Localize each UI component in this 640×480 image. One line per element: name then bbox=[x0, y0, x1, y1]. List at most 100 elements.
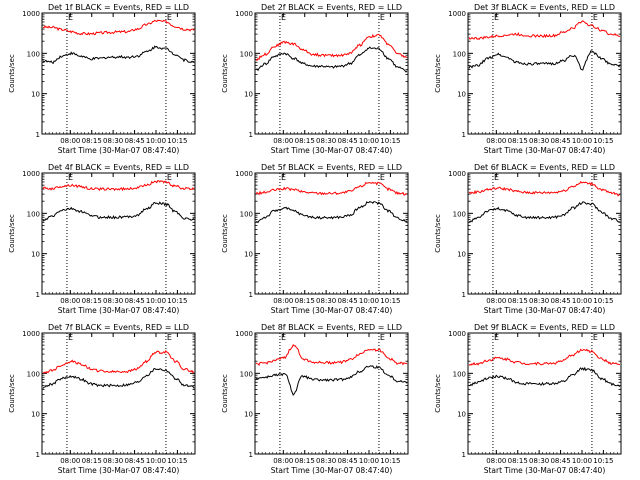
x-tick-label: 10:15 bbox=[167, 457, 187, 465]
x-tick-label: 08:30 bbox=[529, 457, 549, 465]
detector-chart-3: Det 3f BLACK = Events, RED = LLD 1 10 100 10… bbox=[434, 3, 622, 155]
detector-panel-8: Det 8f BLACK = Events, RED = LLD 1 10 100 10… bbox=[213, 320, 426, 480]
lld-rate-line bbox=[255, 181, 408, 196]
chart-title: Det 3f BLACK = Events, RED = LLD bbox=[474, 3, 615, 12]
detector-panel-3: Det 3f BLACK = Events, RED = LLD 1 10 100 10… bbox=[426, 0, 639, 160]
x-tick-label: 08:15 bbox=[508, 297, 528, 305]
event-marker-label: E bbox=[380, 13, 385, 22]
y-tick-label: 1000 bbox=[235, 10, 253, 18]
plot-frame bbox=[41, 332, 196, 455]
event-marker-label: E bbox=[380, 173, 385, 182]
y-tick-label: 10 bbox=[457, 91, 466, 99]
chart-title: Det 5f BLACK = Events, RED = LLD bbox=[261, 163, 402, 172]
x-tick-label: 08:45 bbox=[337, 137, 357, 145]
y-tick-label: 1000 bbox=[448, 330, 466, 338]
y-tick-label: 1 bbox=[249, 291, 253, 299]
plot-frame bbox=[254, 12, 409, 135]
x-tick-label: 10:00 bbox=[359, 297, 379, 305]
y-tick-label: 10 bbox=[244, 251, 253, 259]
x-axis-label: Start Time (30-Mar-07 08:47:40) bbox=[484, 146, 606, 155]
x-tick-label: 08:15 bbox=[508, 137, 528, 145]
detector-panel-7: Det 7f BLACK = Events, RED = LLD 1 10 100 10… bbox=[0, 320, 213, 480]
x-tick-label: 10:00 bbox=[146, 457, 166, 465]
chart-title: Det 7f BLACK = Events, RED = LLD bbox=[48, 323, 189, 332]
x-tick-label: 08:30 bbox=[103, 457, 123, 465]
y-tick-label: 10 bbox=[244, 91, 253, 99]
y-tick-label: 1000 bbox=[235, 330, 253, 338]
lld-rate-line bbox=[468, 20, 621, 40]
plot-frame bbox=[41, 172, 196, 295]
y-axis-label: Counts/sec bbox=[434, 214, 442, 253]
x-tick-label: 10:15 bbox=[380, 137, 400, 145]
y-tick-label: 100 bbox=[240, 50, 253, 58]
x-tick-label: 08:15 bbox=[82, 137, 102, 145]
y-tick-label: 1000 bbox=[22, 10, 40, 18]
y-tick-label: 10 bbox=[244, 411, 253, 419]
y-axis-label: Counts/sec bbox=[221, 54, 229, 93]
x-tick-label: 08:45 bbox=[124, 457, 144, 465]
lld-rate-line bbox=[468, 348, 621, 366]
x-tick-label: 10:00 bbox=[359, 457, 379, 465]
plot-frame bbox=[467, 332, 622, 455]
y-tick-label: 10 bbox=[457, 411, 466, 419]
event-rate-line bbox=[468, 201, 621, 223]
x-tick-label: 08:00 bbox=[273, 297, 293, 305]
x-tick-label: 10:00 bbox=[572, 137, 592, 145]
x-tick-label: 10:00 bbox=[572, 297, 592, 305]
x-tick-label: 08:00 bbox=[486, 297, 506, 305]
y-tick-label: 100 bbox=[27, 50, 40, 58]
x-tick-label: 08:45 bbox=[124, 297, 144, 305]
lld-rate-line bbox=[42, 19, 195, 36]
detector-chart-4: Det 4f BLACK = Events, RED = LLD 1 10 100 10… bbox=[8, 163, 196, 315]
detector-panel-9: Det 9f BLACK = Events, RED = LLD 1 10 100 10… bbox=[426, 320, 639, 480]
y-tick-label: 1 bbox=[249, 451, 253, 459]
event-rate-line bbox=[255, 201, 408, 224]
event-rate-line bbox=[42, 367, 195, 389]
x-tick-label: 08:30 bbox=[529, 137, 549, 145]
detector-chart-9: Det 9f BLACK = Events, RED = LLD 1 10 100 10… bbox=[434, 323, 622, 475]
x-axis-label: Start Time (30-Mar-07 08:47:40) bbox=[484, 466, 606, 475]
chart-title: Det 8f BLACK = Events, RED = LLD bbox=[261, 323, 402, 332]
event-rate-line bbox=[42, 201, 195, 222]
event-marker-label: E bbox=[68, 13, 73, 22]
chart-title: Det 4f BLACK = Events, RED = LLD bbox=[48, 163, 189, 172]
event-marker-label: E bbox=[281, 13, 286, 22]
x-tick-label: 10:15 bbox=[167, 137, 187, 145]
x-tick-label: 08:00 bbox=[60, 457, 80, 465]
y-tick-label: 1 bbox=[462, 451, 466, 459]
x-tick-label: 08:15 bbox=[295, 297, 315, 305]
detector-panel-4: Det 4f BLACK = Events, RED = LLD 1 10 100 10… bbox=[0, 160, 213, 320]
x-tick-label: 10:15 bbox=[380, 297, 400, 305]
y-tick-label: 1 bbox=[36, 291, 40, 299]
x-tick-label: 08:15 bbox=[82, 297, 102, 305]
y-tick-label: 1000 bbox=[448, 170, 466, 178]
x-axis-label: Start Time (30-Mar-07 08:47:40) bbox=[271, 146, 393, 155]
y-tick-label: 100 bbox=[240, 370, 253, 378]
event-rate-line bbox=[468, 366, 621, 387]
y-tick-label: 1 bbox=[462, 131, 466, 139]
x-tick-label: 08:30 bbox=[316, 137, 336, 145]
lld-rate-line bbox=[255, 344, 408, 366]
x-tick-label: 08:30 bbox=[103, 137, 123, 145]
x-tick-label: 08:45 bbox=[550, 457, 570, 465]
event-marker-label: E bbox=[494, 333, 499, 342]
detector-panel-1: Det 1f BLACK = Events, RED = LLD 1 10 100 10… bbox=[0, 0, 213, 160]
event-marker-label: E bbox=[68, 333, 73, 342]
x-tick-label: 08:45 bbox=[337, 297, 357, 305]
y-axis-label: Counts/sec bbox=[221, 214, 229, 253]
x-tick-label: 08:00 bbox=[486, 137, 506, 145]
x-tick-label: 10:00 bbox=[572, 457, 592, 465]
x-tick-label: 08:15 bbox=[295, 457, 315, 465]
detector-chart-2: Det 2f BLACK = Events, RED = LLD 1 10 100 10… bbox=[221, 3, 409, 155]
y-axis-label: Counts/sec bbox=[8, 374, 16, 413]
detector-chart-8: Det 8f BLACK = Events, RED = LLD 1 10 100 10… bbox=[221, 323, 409, 475]
x-tick-label: 08:00 bbox=[486, 457, 506, 465]
x-tick-label: 08:15 bbox=[82, 457, 102, 465]
y-axis-label: Counts/sec bbox=[434, 374, 442, 413]
plot-frame bbox=[254, 332, 409, 455]
lld-rate-line bbox=[42, 349, 195, 374]
x-tick-label: 08:30 bbox=[316, 297, 336, 305]
y-tick-label: 1 bbox=[462, 291, 466, 299]
y-tick-label: 1 bbox=[36, 131, 40, 139]
y-tick-label: 100 bbox=[453, 210, 466, 218]
